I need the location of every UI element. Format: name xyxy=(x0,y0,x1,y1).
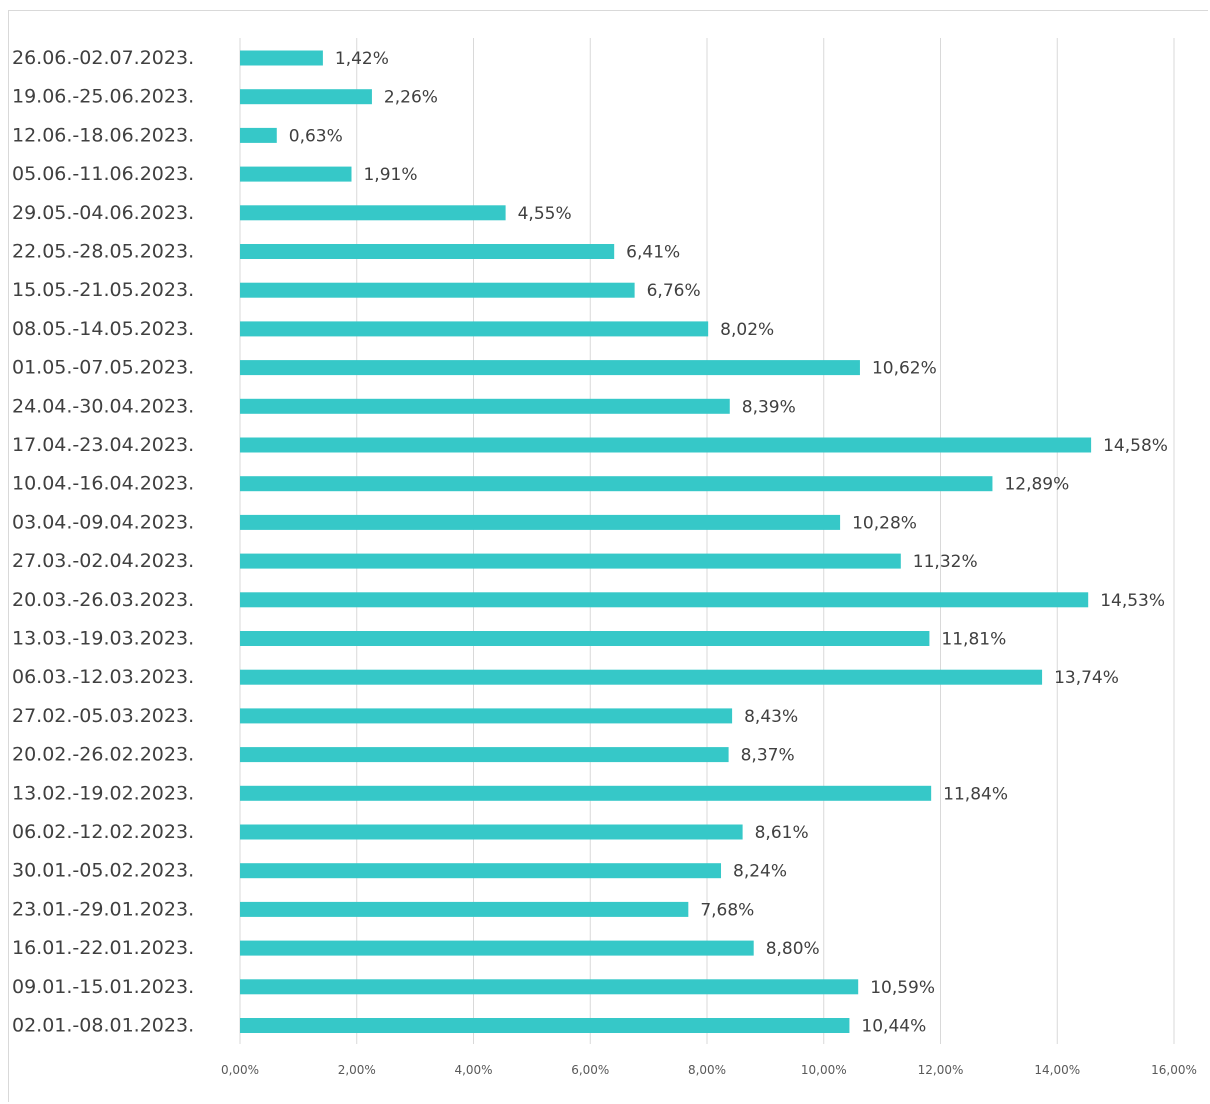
bar xyxy=(240,592,1089,608)
bar xyxy=(240,398,730,414)
data-label: 1,42% xyxy=(335,49,389,69)
x-tick-label: 6,00% xyxy=(571,1063,609,1077)
bar xyxy=(240,50,323,66)
bar xyxy=(240,901,689,917)
x-tick-label: 10,00% xyxy=(801,1063,847,1077)
bar xyxy=(240,1018,850,1033)
data-label: 12,89% xyxy=(1004,475,1069,495)
bar xyxy=(240,282,635,298)
gridlines xyxy=(239,38,1175,1044)
data-label: 7,68% xyxy=(700,900,754,920)
data-label: 13,74% xyxy=(1054,668,1119,688)
bar xyxy=(240,205,506,221)
category-label: 17.04.-23.04.2023. xyxy=(12,434,194,456)
bars xyxy=(240,50,1092,1033)
bar xyxy=(240,476,993,492)
category-label: 27.02.-05.03.2023. xyxy=(12,705,194,727)
bar xyxy=(240,669,1043,685)
data-label: 6,76% xyxy=(647,281,701,301)
category-label: 12.06.-18.06.2023. xyxy=(12,124,194,146)
bar xyxy=(240,824,743,840)
data-label: 10,44% xyxy=(861,1017,926,1037)
category-label: 13.03.-19.03.2023. xyxy=(12,628,194,650)
data-label: 8,80% xyxy=(766,939,820,959)
data-label: 10,59% xyxy=(870,978,935,998)
category-label: 06.03.-12.03.2023. xyxy=(12,666,194,688)
bar xyxy=(240,321,709,337)
category-label: 03.04.-09.04.2023. xyxy=(12,511,194,533)
data-label: 2,26% xyxy=(384,88,438,108)
category-label: 23.01.-29.01.2023. xyxy=(12,898,194,920)
data-label: 6,41% xyxy=(626,243,680,263)
category-label: 24.04.-30.04.2023. xyxy=(12,395,194,417)
data-label: 1,91% xyxy=(363,165,417,185)
category-label: 19.06.-25.06.2023. xyxy=(12,86,194,108)
data-label: 14,58% xyxy=(1103,436,1168,456)
category-label: 10.04.-16.04.2023. xyxy=(12,473,194,495)
data-label: 11,32% xyxy=(913,552,978,572)
data-labels: 1,42% 2,26% 0,63% 1,91% 4,55% 6,41% 6,76% 8,02%… xyxy=(289,49,1168,1037)
bar xyxy=(240,166,352,182)
bar xyxy=(240,747,729,763)
x-tick-label: 14,00% xyxy=(1034,1063,1080,1077)
data-label: 8,43% xyxy=(744,707,798,727)
bar xyxy=(240,514,841,530)
category-label: 20.02.-26.02.2023. xyxy=(12,744,194,766)
x-tick-label: 16,00% xyxy=(1151,1063,1197,1077)
x-tick-label: 8,00% xyxy=(688,1063,726,1077)
bar xyxy=(240,244,615,259)
data-label: 10,62% xyxy=(872,359,937,379)
category-label: 26.06.-02.07.2023. xyxy=(12,47,194,69)
bar xyxy=(240,979,859,995)
category-label: 20.03.-26.03.2023. xyxy=(12,589,194,611)
category-label: 27.03.-02.04.2023. xyxy=(12,550,194,572)
x-tick-label: 12,00% xyxy=(918,1063,964,1077)
category-label: 22.05.-28.05.2023. xyxy=(12,241,194,263)
category-label: 09.01.-15.01.2023. xyxy=(12,976,194,998)
category-label: 05.06.-11.06.2023. xyxy=(12,163,194,185)
x-tick-label: 2,00% xyxy=(338,1063,376,1077)
category-label: 01.05.-07.05.2023. xyxy=(12,357,194,379)
bar xyxy=(240,863,722,879)
bar xyxy=(240,553,901,569)
category-label: 08.05.-14.05.2023. xyxy=(12,318,194,340)
category-label: 06.02.-12.02.2023. xyxy=(12,821,194,843)
data-label: 11,81% xyxy=(941,630,1006,650)
data-label: 8,02% xyxy=(720,320,774,340)
chart-frame xyxy=(8,10,1208,1102)
bar xyxy=(240,940,754,956)
data-label: 10,28% xyxy=(852,513,917,533)
bar xyxy=(240,631,930,646)
category-label: 16.01.-22.01.2023. xyxy=(12,937,194,959)
bar xyxy=(240,89,372,105)
bar xyxy=(240,785,932,801)
data-label: 8,24% xyxy=(733,862,787,882)
category-label: 13.02.-19.02.2023. xyxy=(12,782,194,804)
bar xyxy=(240,708,733,724)
bar xyxy=(240,127,277,143)
category-label: 15.05.-21.05.2023. xyxy=(12,279,194,301)
data-label: 8,61% xyxy=(755,823,809,843)
x-axis-tick-labels: 0,00% 2,00% 4,00% 6,00% 8,00% 10,00% 12,00% 14,… xyxy=(221,1063,1197,1077)
data-label: 8,37% xyxy=(741,746,795,766)
category-labels: 26.06.-02.07.2023. 19.06.-25.06.2023. 12.0… xyxy=(12,47,194,1037)
data-label: 14,53% xyxy=(1100,591,1165,611)
category-label: 02.01.-08.01.2023. xyxy=(12,1015,194,1037)
x-tick-label: 0,00% xyxy=(221,1063,259,1077)
data-label: 8,39% xyxy=(742,397,796,417)
data-label: 11,84% xyxy=(943,784,1008,804)
bar xyxy=(240,437,1092,453)
data-label: 0,63% xyxy=(289,126,343,146)
category-label: 29.05.-04.06.2023. xyxy=(12,202,194,224)
category-label: 30.01.-05.02.2023. xyxy=(12,860,194,882)
bar xyxy=(240,360,860,376)
x-tick-label: 4,00% xyxy=(454,1063,492,1077)
data-label: 4,55% xyxy=(518,204,572,224)
